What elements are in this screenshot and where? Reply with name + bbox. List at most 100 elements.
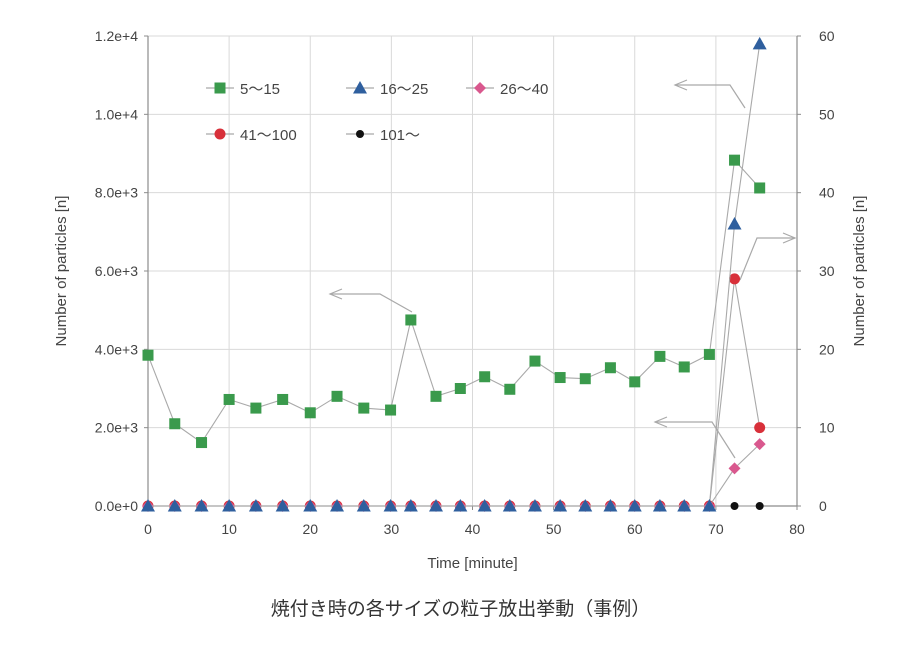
legend-label: 101～ (380, 127, 420, 144)
x-tick-label: 50 (546, 521, 562, 537)
annotation-arrow-head (782, 232, 797, 244)
data-point-5~15 (678, 361, 690, 373)
legend-label: 26～40 (500, 81, 548, 98)
data-point-5~15 (250, 402, 262, 414)
data-point-5~15 (629, 376, 641, 388)
data-point-16~25 (194, 499, 209, 512)
legend-label: 5～15 (240, 81, 280, 98)
y-tick-label-right: 30 (819, 263, 835, 279)
legend-marker (214, 82, 226, 94)
data-point-16~25 (303, 499, 318, 512)
data-point-16~25 (702, 499, 717, 512)
x-tick-label: 70 (708, 521, 724, 537)
legend-label: 16～25 (380, 81, 428, 98)
legend-marker (353, 81, 367, 94)
y-tick-label-left: 0.0e+0 (95, 498, 138, 514)
series-line-1 (148, 43, 761, 507)
legend-label: 41～100 (240, 127, 297, 144)
data-point-16~25 (477, 499, 492, 512)
x-axis-label: Time [minute] (427, 555, 517, 572)
y-axis-label-left: Number of particles [n] (53, 196, 70, 347)
data-point-5~15 (277, 393, 289, 405)
data-point-16~25 (603, 499, 618, 512)
y-tick-label-left: 6.0e+3 (95, 263, 138, 279)
y-tick-label-left: 1.2e+4 (95, 28, 138, 44)
data-point-41~100 (729, 273, 741, 285)
data-point-16~25 (222, 499, 237, 512)
data-point-5~15 (331, 390, 343, 402)
data-point-16~25 (677, 499, 692, 512)
annotation-arrow-head (328, 288, 343, 300)
particle-chart: 0 10 20 30 40 50 60 70 80 0.0e+0 2.0e+3 4.0e+3 6.0e+… (53, 28, 868, 572)
annotation-arrow-line (739, 237, 795, 281)
annotation-arrow-line (675, 84, 746, 109)
legend-marker (474, 82, 486, 94)
data-point-5~15 (385, 404, 397, 416)
data-point-16~25 (248, 499, 263, 512)
data-point-16~25 (502, 499, 517, 512)
series-line-0 (147, 158, 761, 444)
y-tick-label-left: 8.0e+3 (95, 185, 138, 201)
data-point-26~40 (728, 462, 741, 475)
y-tick-label-right: 0 (819, 498, 827, 514)
data-point-5~15 (754, 182, 766, 194)
data-point-16~25 (752, 36, 767, 50)
data-point-16~25 (141, 499, 155, 512)
y-tick-label-left: 1.0e+4 (95, 106, 138, 122)
data-point-5~15 (554, 372, 566, 384)
data-point-101~ (730, 502, 739, 510)
data-point-5~15 (504, 383, 516, 395)
y-tick-label-right: 20 (819, 341, 835, 357)
data-point-16~25 (652, 499, 667, 512)
annotation-arrow-line (655, 421, 736, 459)
data-point-16~25 (553, 499, 568, 512)
y-tick-label-right: 10 (819, 420, 835, 436)
data-point-5~15 (304, 407, 316, 419)
y-tick-label-right: 50 (819, 106, 835, 122)
data-point-16~25 (330, 499, 345, 512)
data-point-5~15 (604, 362, 616, 374)
figure-caption: 焼付き時の各サイズの粒子放出挙動（事例） (270, 598, 651, 620)
data-point-16~25 (275, 499, 290, 512)
data-point-5~15 (142, 349, 154, 361)
data-point-16~25 (428, 499, 443, 512)
y-tick-label-right: 60 (819, 28, 835, 44)
x-tick-label: 10 (221, 521, 237, 537)
data-point-16~25 (356, 499, 371, 512)
data-point-5~15 (654, 350, 666, 362)
data-point-5~15 (529, 355, 541, 367)
data-point-5~15 (223, 393, 235, 405)
data-point-16~25 (403, 499, 418, 512)
data-point-101~ (755, 502, 764, 510)
data-point-41~100 (754, 422, 766, 434)
annotation-arrow-head (653, 416, 668, 428)
data-point-5~15 (430, 390, 442, 402)
data-point-5~15 (579, 373, 591, 385)
x-tick-label: 30 (384, 521, 400, 537)
x-tick-label: 20 (302, 521, 318, 537)
data-point-16~25 (578, 499, 593, 512)
annotation-arrow-head (673, 79, 688, 91)
data-point-5~15 (729, 154, 741, 166)
data-point-16~25 (383, 499, 398, 512)
x-tick-label: 80 (789, 521, 805, 537)
y-axis-label-right: Number of particles [n] (851, 196, 868, 347)
data-point-5~15 (358, 402, 370, 414)
data-point-16~25 (453, 499, 468, 512)
series-line-2 (148, 443, 761, 507)
x-tick-label: 40 (465, 521, 481, 537)
data-point-5~15 (703, 348, 715, 360)
annotation-arrow-line (330, 293, 413, 313)
y-tick-label-left: 4.0e+3 (95, 341, 138, 357)
data-point-5~15 (405, 314, 417, 326)
data-point-5~15 (169, 418, 181, 430)
data-point-5~15 (196, 437, 208, 449)
series-line-3 (148, 278, 761, 507)
y-tick-label-left: 2.0e+3 (95, 420, 138, 436)
legend-marker (356, 130, 364, 138)
data-point-5~15 (479, 371, 491, 383)
data-point-16~25 (727, 217, 742, 230)
x-tick-label: 60 (627, 521, 643, 537)
x-tick-label: 0 (144, 521, 152, 537)
data-point-16~25 (527, 499, 542, 512)
